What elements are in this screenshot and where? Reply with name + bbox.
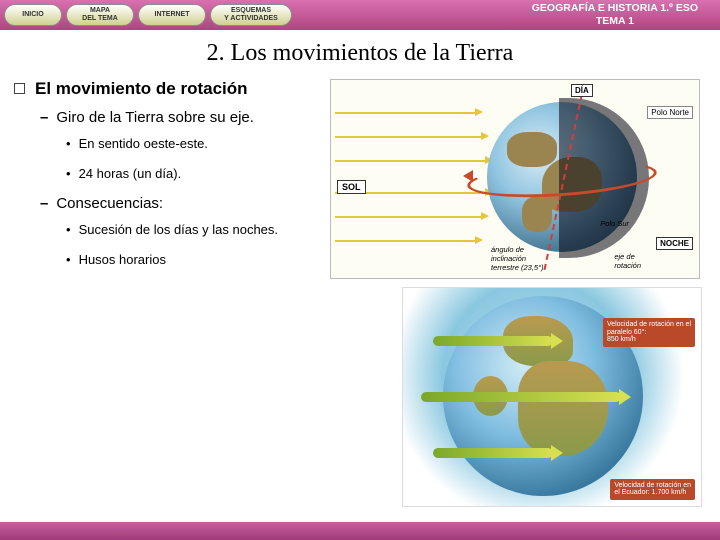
top-nav-bar: INICIO MAPA DEL TEMA INTERNET ESQUEMAS Y… — [0, 0, 720, 30]
nav-internet-button[interactable]: INTERNET — [138, 4, 206, 26]
dot-item-2a: • Sucesión de los días y las noches. — [66, 222, 324, 238]
sub2b-text: Husos horarios — [79, 252, 166, 268]
sub2a-text: Sucesión de los días y las noches. — [79, 222, 278, 238]
nav-inicio-button[interactable]: INICIO — [4, 4, 62, 26]
noche-label: NOCHE — [656, 237, 693, 250]
header-line1: GEOGRAFÍA E HISTORIA 1.º ESO — [532, 2, 698, 15]
polo-norte-label: Polo Norte — [647, 106, 693, 119]
velocity-diagram: Velocidad de rotación en el paralelo 60°… — [402, 287, 702, 507]
polo-sur-label: Polo Sur — [600, 219, 629, 228]
dot-icon: • — [66, 136, 71, 152]
dot-item-1b: • 24 horas (un día). — [66, 166, 324, 182]
sub2-text: Consecuencias: — [56, 195, 163, 212]
sol-label: SOL — [337, 180, 366, 194]
square-bullet-icon — [14, 83, 25, 94]
bottom-bar — [0, 522, 720, 540]
text-column: El movimiento de rotación – Giro de la T… — [14, 79, 324, 507]
dash-item-1: – Giro de la Tierra sobre su eje. — [40, 109, 324, 126]
dash-item-2: – Consecuencias: — [40, 195, 324, 212]
velocity-box-60: Velocidad de rotación en el paralelo 60°… — [603, 318, 695, 347]
orbit-arrow-icon — [463, 170, 473, 182]
rotation-diagram: SOL DÍA NOCHE Polo Norte Polo Sur ángulo… — [330, 79, 700, 279]
header-line2: TEMA 1 — [532, 15, 698, 28]
dia-label: DÍA — [571, 84, 593, 97]
dot-item-1a: • En sentido oeste-este. — [66, 136, 324, 152]
dot-icon: • — [66, 166, 71, 182]
main-heading: El movimiento de rotación — [35, 79, 248, 99]
image-column: SOL DÍA NOCHE Polo Norte Polo Sur ángulo… — [330, 79, 706, 507]
nav-esquemas-button[interactable]: ESQUEMAS Y ACTIVIDADES — [210, 4, 292, 26]
dash-icon: – — [40, 109, 48, 126]
nav-mapa-button[interactable]: MAPA DEL TEMA — [66, 4, 134, 26]
dot-icon: • — [66, 252, 71, 268]
dot-item-2b: • Husos horarios — [66, 252, 324, 268]
dash-icon: – — [40, 195, 48, 212]
dot-icon: • — [66, 222, 71, 238]
slide-title: 2. Los movimientos de la Tierra — [0, 40, 720, 67]
sub1a-text: En sentido oeste-este. — [79, 136, 208, 152]
velocity-box-ecuador: Velocidad de rotación en el Ecuador: 1.7… — [610, 479, 695, 500]
header-course-info: GEOGRAFÍA E HISTORIA 1.º ESO TEMA 1 — [532, 2, 716, 27]
bullet-main: El movimiento de rotación — [14, 79, 324, 99]
angulo-label: ángulo de inclinación terrestre (23,5°) — [491, 245, 544, 272]
eje-label: eje de rotación — [614, 252, 641, 270]
sub1b-text: 24 horas (un día). — [79, 166, 182, 182]
content-area: El movimiento de rotación – Giro de la T… — [0, 79, 720, 507]
sub1-text: Giro de la Tierra sobre su eje. — [56, 109, 254, 126]
